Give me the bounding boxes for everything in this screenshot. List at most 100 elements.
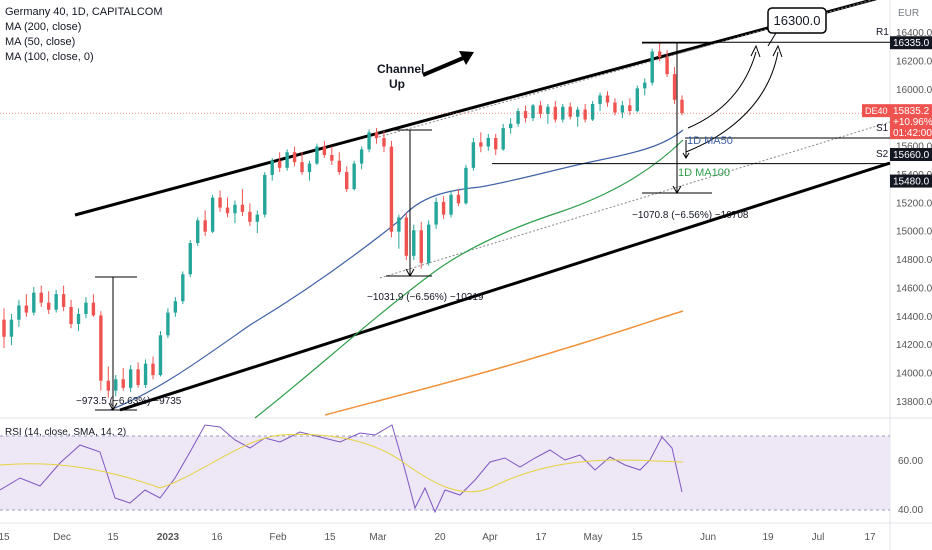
time-tick-label: 19 bbox=[762, 532, 774, 543]
candle-body bbox=[270, 160, 274, 175]
channel-label-2: Up bbox=[389, 77, 405, 91]
time-tick-label: 15 bbox=[324, 532, 336, 543]
last-price-tag bbox=[890, 104, 932, 140]
drop2-label: −1031.9 (−6.56%) −10319 bbox=[367, 292, 484, 303]
price-tick-label: 14600.0 bbox=[896, 283, 932, 294]
s2-label: S2 bbox=[876, 149, 889, 160]
candle-body bbox=[166, 312, 170, 336]
candle-body bbox=[546, 106, 550, 114]
candle-body bbox=[2, 319, 6, 337]
candle-body bbox=[225, 207, 230, 214]
candle-body bbox=[210, 197, 215, 232]
candle-body bbox=[300, 162, 304, 173]
ma200-legend[interactable]: MA (200, close) bbox=[5, 21, 82, 33]
s1-label: S1 bbox=[876, 123, 889, 134]
r1-value-tag bbox=[890, 36, 932, 50]
candle-body bbox=[255, 214, 260, 222]
ma200-line bbox=[324, 310, 684, 416]
rsi-band bbox=[0, 436, 890, 510]
ma100-legend[interactable]: MA (100, close, 0) bbox=[5, 51, 94, 63]
candle-body bbox=[374, 132, 379, 139]
candle-body bbox=[486, 138, 490, 147]
candle-body bbox=[285, 152, 289, 168]
candle-body bbox=[419, 230, 423, 263]
price-tick-label: 14200.0 bbox=[896, 340, 932, 351]
candle-body bbox=[404, 217, 409, 256]
candle-body bbox=[397, 217, 401, 232]
candle-body bbox=[643, 82, 647, 89]
candle-body bbox=[136, 369, 140, 385]
candle-body bbox=[337, 160, 341, 173]
candle-body bbox=[568, 106, 572, 117]
candle-body bbox=[508, 123, 513, 129]
candle-body bbox=[9, 319, 14, 337]
r1-label: R1 bbox=[876, 27, 889, 38]
candle-body bbox=[665, 57, 669, 75]
time-tick-label: 15 bbox=[0, 532, 10, 543]
time-tick-label: Dec bbox=[53, 532, 71, 543]
candle-body bbox=[188, 243, 192, 275]
price-tick-label: 16000.0 bbox=[896, 85, 932, 96]
candle-body bbox=[441, 201, 446, 215]
time-tick-label: Mar bbox=[369, 532, 387, 543]
last-price-tag-text: 15835.2 bbox=[893, 106, 930, 117]
candle-body bbox=[69, 306, 73, 324]
s1-value-tag-text: 15660.0 bbox=[893, 150, 930, 161]
candle-body bbox=[538, 105, 543, 114]
candle-body bbox=[121, 379, 125, 388]
candle-body bbox=[657, 51, 662, 58]
s2-value-tag-text: 15480.0 bbox=[893, 177, 930, 188]
candle-body bbox=[359, 149, 364, 164]
ma50-line bbox=[109, 129, 684, 411]
candle-body bbox=[196, 220, 200, 244]
price-tick-label: 13800.0 bbox=[896, 397, 932, 408]
candle-body bbox=[99, 315, 103, 381]
candle-body bbox=[292, 152, 297, 163]
rsi-legend[interactable]: RSI (14, close, SMA, 14, 2) bbox=[5, 427, 127, 438]
candle-body bbox=[173, 301, 178, 313]
candle-body bbox=[307, 163, 312, 173]
price-tick-label: 14400.0 bbox=[896, 312, 932, 323]
drop2-arrow bbox=[405, 268, 415, 278]
price-tick-label: 16200.0 bbox=[896, 56, 932, 67]
s2-value-tag bbox=[890, 174, 932, 188]
rsi-tick-label: 60.00 bbox=[898, 456, 923, 467]
candle-body bbox=[233, 204, 237, 214]
candle-body bbox=[84, 302, 88, 315]
candle-body bbox=[583, 109, 587, 120]
target-arrow-2 bbox=[685, 51, 779, 153]
ma50-legend[interactable]: MA (50, close) bbox=[5, 36, 76, 48]
candle-body bbox=[426, 224, 431, 263]
candle-body bbox=[501, 128, 505, 150]
time-tick-label: 20 bbox=[434, 532, 446, 543]
drop1-arrow bbox=[108, 402, 118, 412]
last-price-tag-text: +10.96% bbox=[893, 117, 932, 128]
currency-label: EUR bbox=[898, 8, 919, 19]
candle-body bbox=[24, 305, 29, 313]
candle-body bbox=[61, 294, 66, 307]
candle-body bbox=[382, 138, 386, 147]
candle-body bbox=[516, 111, 520, 124]
price-tick-label: 15600.0 bbox=[896, 142, 932, 153]
candle-body bbox=[680, 99, 684, 114]
target-arrowhead-2 bbox=[772, 44, 783, 58]
time-tick-label: 2023 bbox=[157, 532, 180, 543]
drop3-label: −1070.8 (−6.56%) −10708 bbox=[632, 210, 749, 221]
ma100-line bbox=[254, 139, 684, 419]
symbol-title: Germany 40, 1D, CAPITALCOM bbox=[5, 6, 163, 18]
candle-body bbox=[203, 220, 207, 232]
time-tick-label: Feb bbox=[269, 532, 287, 543]
candle-body bbox=[367, 132, 371, 150]
channel-lower-line bbox=[119, 161, 891, 412]
candle-body bbox=[218, 197, 222, 208]
price-tick-label: 16400.0 bbox=[896, 28, 932, 39]
candle-body bbox=[143, 363, 148, 385]
drop3-arrow bbox=[672, 185, 682, 195]
candle-body bbox=[575, 109, 580, 117]
time-tick-label: Apr bbox=[482, 532, 498, 543]
time-tick-label: 17 bbox=[535, 532, 547, 543]
candle-body bbox=[635, 88, 639, 112]
time-tick-label: 16 bbox=[211, 532, 223, 543]
